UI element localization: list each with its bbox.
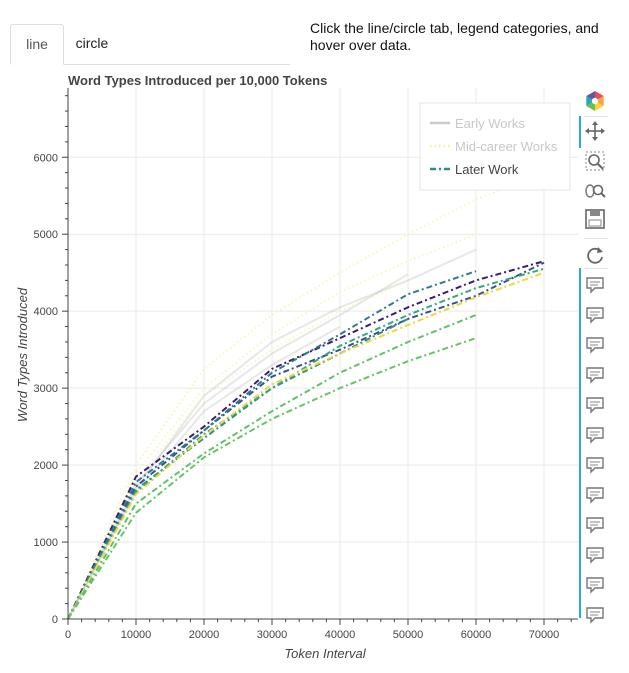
- chart-title: Word Types Introduced per 10,000 Tokens: [68, 73, 328, 88]
- save-icon[interactable]: [584, 208, 608, 232]
- series-line-13[interactable]: [67, 314, 477, 620]
- axes: 0 10000 20000 30000 40000 50000 60000 70000 0 100…: [34, 88, 578, 641]
- bokeh-logo-icon: [584, 90, 608, 114]
- series-line-5[interactable]: [67, 233, 477, 620]
- series-line-12[interactable]: [67, 271, 545, 620]
- tab-bar: line circle: [10, 24, 290, 65]
- series-line-8[interactable]: [67, 261, 545, 620]
- y-axis-label: Word Types Introduced: [15, 287, 30, 422]
- tab-circle[interactable]: circle: [75, 35, 109, 51]
- toolbar-divider: [584, 238, 608, 239]
- wheel-zoom-icon[interactable]: [584, 180, 608, 204]
- toolbar-accent-right: [579, 268, 581, 618]
- series-line-1[interactable]: [67, 273, 409, 620]
- line-chart[interactable]: 0 10000 20000 30000 40000 50000 60000 70000 0 100…: [0, 88, 580, 673]
- toolbar-divider: [584, 116, 608, 117]
- y-tick-label: 1000: [34, 537, 58, 549]
- hover-icon[interactable]: [584, 574, 608, 598]
- y-tick-label: 3000: [34, 383, 58, 395]
- y-tick-label: 5000: [34, 229, 58, 241]
- x-axis-label: Token Interval: [284, 646, 366, 661]
- legend-label: Mid-career Works: [455, 139, 558, 154]
- series-line-3[interactable]: [67, 325, 341, 620]
- legend-item-2[interactable]: Mid-career Works: [430, 139, 558, 154]
- x-tick-label: 30000: [257, 629, 288, 641]
- legend-item-3[interactable]: Later Work: [430, 162, 519, 177]
- box-zoom-icon[interactable]: [584, 150, 608, 174]
- x-tick-label: 60000: [461, 629, 492, 641]
- series-line-9[interactable]: [67, 270, 477, 620]
- instructions-text: Click the line/circle tab, legend catego…: [310, 20, 599, 53]
- legend-label: Later Work: [455, 162, 519, 177]
- x-tick-label: 70000: [529, 629, 560, 641]
- pan-icon[interactable]: [584, 120, 608, 144]
- hover-icon[interactable]: [584, 514, 608, 538]
- legend-item-1[interactable]: Early Works: [430, 116, 525, 131]
- hover-icon[interactable]: [584, 544, 608, 568]
- y-tick-label: 4000: [34, 306, 58, 318]
- reset-icon[interactable]: [584, 244, 608, 268]
- y-tick-label: 0: [52, 614, 58, 626]
- hover-icon[interactable]: [584, 274, 608, 298]
- series-line-11[interactable]: [67, 267, 545, 620]
- hover-icon[interactable]: [584, 304, 608, 328]
- hover-icon[interactable]: [584, 484, 608, 508]
- series-lines[interactable]: [67, 171, 545, 620]
- series-line-2[interactable]: [67, 248, 477, 620]
- toolbar-divider: [584, 268, 608, 269]
- hover-icon[interactable]: [584, 394, 608, 418]
- hover-icon[interactable]: [584, 334, 608, 358]
- y-tick-label: 2000: [34, 460, 58, 472]
- y-tick-label: 6000: [34, 152, 58, 164]
- x-tick-label: 20000: [189, 629, 220, 641]
- x-tick-label: 0: [65, 629, 71, 641]
- series-line-10[interactable]: [67, 318, 409, 620]
- legend[interactable]: Early Works Mid-career Works Later Work: [419, 102, 571, 191]
- legend-label: Early Works: [455, 116, 525, 131]
- x-tick-label: 50000: [393, 629, 424, 641]
- series-line-14[interactable]: [67, 337, 477, 620]
- hover-icon[interactable]: [584, 364, 608, 388]
- series-line-7[interactable]: [67, 260, 545, 620]
- x-tick-label: 10000: [121, 629, 152, 641]
- toolbar-accent-top: [579, 116, 581, 148]
- tab-line[interactable]: line: [10, 24, 64, 65]
- toolbar: [579, 88, 612, 624]
- hover-icon[interactable]: [584, 604, 608, 628]
- hover-icon[interactable]: [584, 424, 608, 448]
- x-tick-label: 40000: [325, 629, 356, 641]
- series-line-4[interactable]: [67, 171, 545, 620]
- hover-icon[interactable]: [584, 454, 608, 478]
